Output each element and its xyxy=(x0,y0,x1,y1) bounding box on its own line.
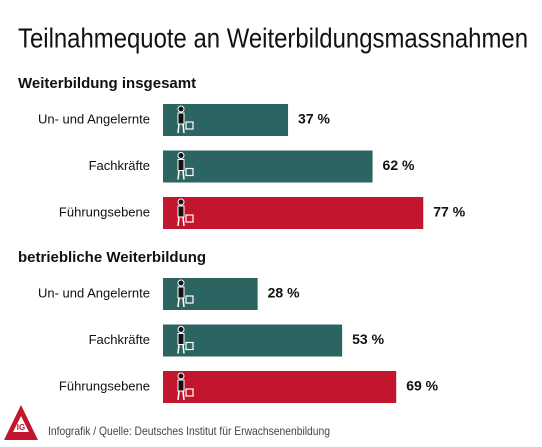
icon-body xyxy=(177,379,185,392)
icon-head xyxy=(177,105,185,113)
person-icon xyxy=(177,105,194,134)
icon-leg xyxy=(182,123,185,134)
icon-leg xyxy=(177,390,180,401)
icon-body xyxy=(177,159,185,171)
icon-leg xyxy=(177,216,180,227)
icon-leg xyxy=(182,344,185,354)
icon-case xyxy=(185,388,194,397)
icon-leg xyxy=(182,390,185,401)
person-icon xyxy=(177,198,194,227)
panel-title: betriebliche Weiterbildung xyxy=(18,249,206,266)
icon-leg xyxy=(182,216,185,227)
person-icon xyxy=(177,326,194,354)
value-label: 69 % xyxy=(406,378,438,394)
bar xyxy=(163,197,424,229)
icon-body xyxy=(177,205,185,218)
icon-leg xyxy=(177,344,180,354)
category-label: Fachkräfte xyxy=(89,332,150,347)
bar xyxy=(163,371,397,403)
category-label: Führungsebene xyxy=(59,378,150,393)
category-label: Fachkräfte xyxy=(89,158,150,173)
icon-head xyxy=(177,372,185,380)
icon-leg xyxy=(177,123,180,134)
panel-title: Weiterbildung insgesamt xyxy=(18,75,196,92)
bar xyxy=(163,324,343,357)
value-label: 28 % xyxy=(268,285,300,301)
icon-case xyxy=(185,295,194,304)
value-label: 62 % xyxy=(383,157,415,173)
person-icon xyxy=(177,279,194,308)
category-label: Un- und Angelernte xyxy=(38,285,150,300)
value-label: 53 % xyxy=(352,331,384,347)
icon-case xyxy=(185,341,194,351)
icon-head xyxy=(177,198,185,206)
source-note: Infografik / Quelle: Deutsches Institut … xyxy=(48,424,330,438)
icon-body xyxy=(177,333,185,345)
bar xyxy=(163,150,373,183)
category-label: Führungsebene xyxy=(59,204,150,219)
icon-leg xyxy=(182,170,185,180)
icon-case xyxy=(185,214,194,223)
icon-body xyxy=(177,286,185,299)
icon-head xyxy=(177,326,185,333)
icon-head xyxy=(177,152,185,159)
icon-case xyxy=(185,121,194,130)
person-icon xyxy=(177,372,194,401)
value-label: 77 % xyxy=(433,204,465,220)
value-label: 37 % xyxy=(298,111,330,127)
category-label: Un- und Angelernte xyxy=(38,111,150,126)
icon-head xyxy=(177,279,185,287)
person-icon xyxy=(177,152,194,180)
svg-text:IG: IG xyxy=(17,423,25,432)
icon-leg xyxy=(177,297,180,308)
icon-leg xyxy=(177,170,180,180)
page-title: Teilnahmequote an Weiterbildungsmassnahm… xyxy=(18,22,528,53)
logo: IG xyxy=(4,405,38,440)
icon-body xyxy=(177,112,185,125)
icon-case xyxy=(185,167,194,177)
icon-leg xyxy=(182,297,185,308)
bar xyxy=(163,278,258,310)
